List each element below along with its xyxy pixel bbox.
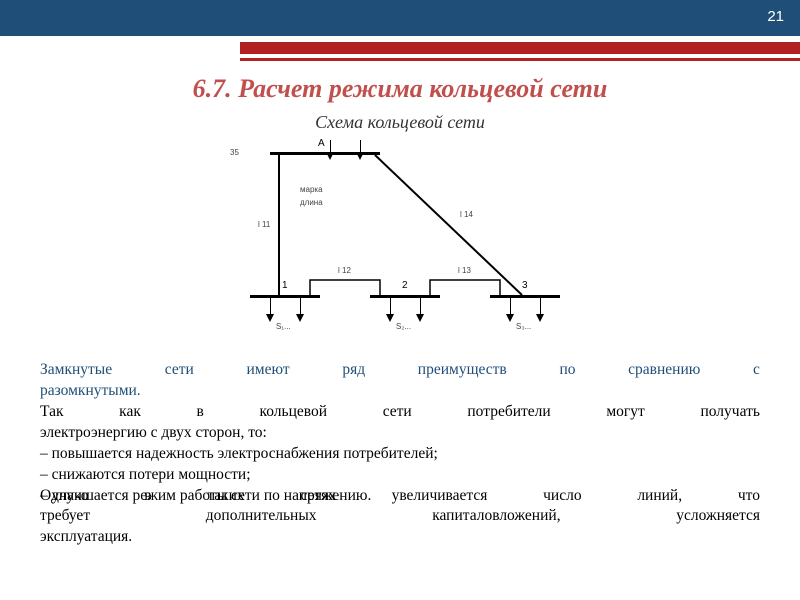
bullet-1: – повышается надежность электроснабжения… [40,444,760,465]
intro-line2: разомкнутыми. [40,381,760,402]
tail-line2: эксплуатация. [40,527,760,548]
ring-network-diagram: А 35 l 11 марка длина l 14 1 2 3 l 12 l … [210,140,590,350]
accent-stripe-thick [240,42,800,54]
overlap-layer-b: Однаковтакихсетяхувеличиваетсячислолиний… [40,486,760,507]
intro-paragraph: Замкнутыесетиимеютрядпреимуществпосравне… [40,360,760,402]
bullet-2: – снижаются потери мощности; [40,465,760,486]
overlapping-line: – улучшается режим работы сети по напряж… [40,486,760,507]
header-bar [0,0,800,36]
diagram-caption: Схема кольцевой сети [0,112,800,133]
body-text: Замкнутыесетиимеютрядпреимуществпосравне… [40,360,760,548]
tail-line1: требуетдополнительныхкапиталовложений,ус… [40,506,760,527]
page-number: 21 [767,8,784,25]
p2-line2: электроэнергию с двух сторон, то: [40,423,760,444]
intro-line1: Замкнутыесетиимеютрядпреимуществпосравне… [40,360,760,381]
label-l13: l 13 [458,266,471,275]
p2-line1: Таккаквкольцевойсетипотребителимогутполу… [40,402,760,423]
accent-stripe-thin [240,58,800,61]
section-title: 6.7. Расчет режима кольцевой сети [0,74,800,104]
